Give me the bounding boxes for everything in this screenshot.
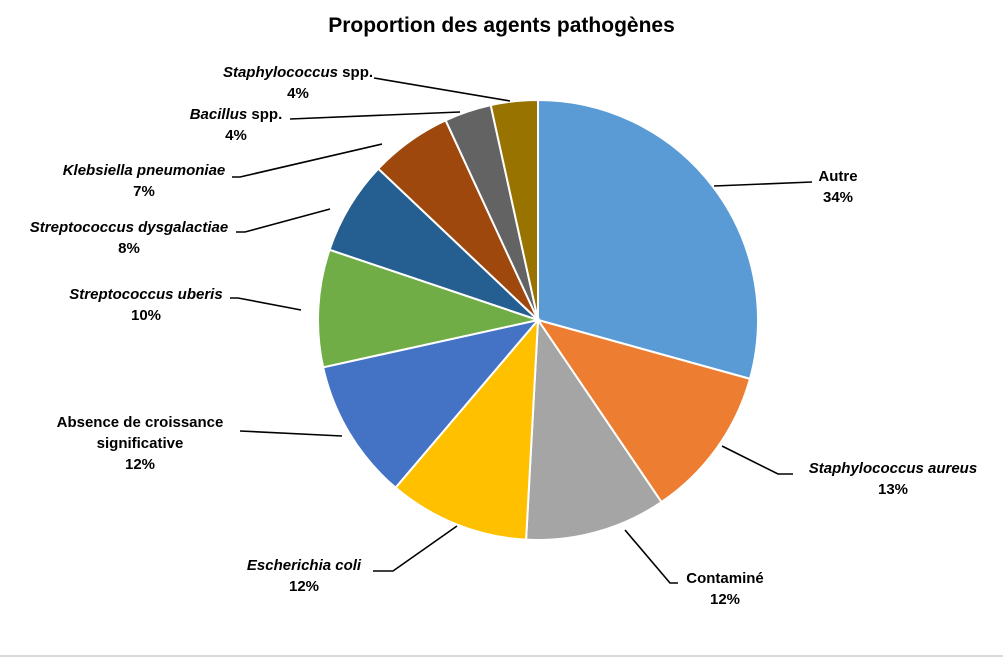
leader-line-strep-dysgalactiae bbox=[236, 208, 331, 233]
data-label-strep-dysgalactiae: Streptococcus dysgalactiae 8% bbox=[29, 219, 229, 257]
data-label-absence: Absence de croissance significative 12% bbox=[56, 414, 224, 473]
pie-slice-escherichia-coli bbox=[394, 317, 540, 541]
pie-slice-staphylococcus-spp- bbox=[489, 98, 539, 321]
frame-bottom-border bbox=[0, 655, 1003, 657]
pie-slice-absence-de-croissance-significative bbox=[321, 318, 541, 490]
data-label-klebsiella: Klebsiella pneumoniae 7% bbox=[62, 162, 226, 200]
data-label-contamine: Contaminé 12% bbox=[686, 570, 764, 608]
leader-line-absence bbox=[239, 430, 343, 437]
leader-line-ecoli bbox=[373, 525, 458, 572]
pie-slice-autre bbox=[537, 98, 759, 381]
data-label-ecoli: Escherichia coli 12% bbox=[246, 557, 362, 595]
data-label-strep-uberis: Streptococcus uberis 10% bbox=[69, 286, 223, 324]
data-label-bacillus: Bacillus spp. 4% bbox=[189, 106, 283, 144]
leader-line-klebsiella bbox=[232, 143, 383, 178]
leader-line-bacillus bbox=[289, 111, 461, 120]
pie-slice-streptococcus-uberis bbox=[316, 248, 542, 369]
leader-line-staph-aureus bbox=[721, 445, 793, 475]
leader-line-strep-uberis bbox=[230, 297, 302, 311]
leader-line-contamine bbox=[624, 529, 678, 584]
data-label-autre: Autre 34% bbox=[818, 168, 858, 206]
data-label-staph-spp: Staphylococcus spp. 4% bbox=[222, 64, 374, 102]
data-label-staph-aureus: Staphylococcus aureus 13% bbox=[808, 460, 978, 498]
leader-line-staph-spp bbox=[373, 77, 511, 102]
chart-title: Proportion des agents pathogènes bbox=[328, 14, 675, 37]
pie-slice-staphylococcus-aureus bbox=[535, 318, 752, 504]
pie-slice-contamin- bbox=[525, 316, 663, 542]
leader-line-autre bbox=[713, 181, 813, 187]
